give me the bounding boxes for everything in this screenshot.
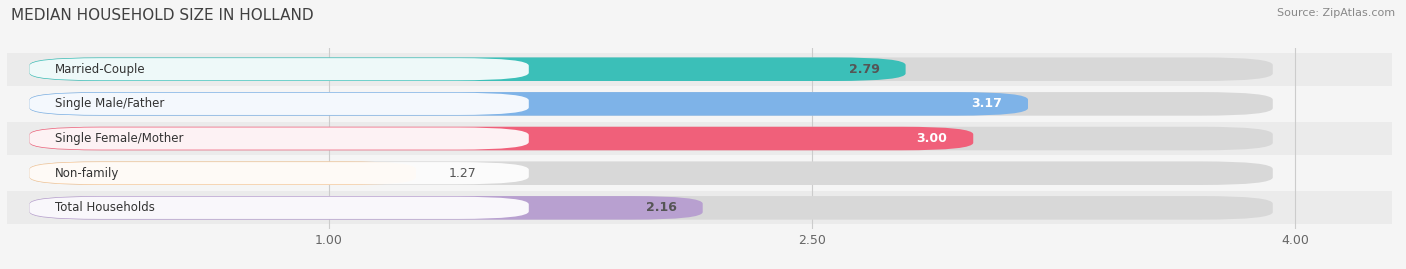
FancyBboxPatch shape: [30, 93, 529, 115]
Text: Single Female/Mother: Single Female/Mother: [55, 132, 184, 145]
FancyBboxPatch shape: [30, 196, 1272, 220]
FancyBboxPatch shape: [7, 87, 1392, 121]
FancyBboxPatch shape: [30, 161, 416, 185]
FancyBboxPatch shape: [30, 196, 703, 220]
FancyBboxPatch shape: [7, 191, 1392, 225]
Text: Source: ZipAtlas.com: Source: ZipAtlas.com: [1277, 8, 1395, 18]
Text: Total Households: Total Households: [55, 201, 155, 214]
Text: 2.79: 2.79: [849, 63, 880, 76]
FancyBboxPatch shape: [30, 128, 529, 150]
FancyBboxPatch shape: [30, 161, 1272, 185]
FancyBboxPatch shape: [7, 122, 1392, 155]
Text: MEDIAN HOUSEHOLD SIZE IN HOLLAND: MEDIAN HOUSEHOLD SIZE IN HOLLAND: [11, 8, 314, 23]
FancyBboxPatch shape: [30, 58, 529, 80]
Text: 3.17: 3.17: [972, 97, 1002, 110]
FancyBboxPatch shape: [30, 127, 973, 150]
Text: 3.00: 3.00: [917, 132, 948, 145]
Text: 2.16: 2.16: [647, 201, 676, 214]
FancyBboxPatch shape: [30, 162, 529, 184]
FancyBboxPatch shape: [30, 197, 529, 219]
FancyBboxPatch shape: [7, 157, 1392, 190]
FancyBboxPatch shape: [30, 92, 1272, 116]
FancyBboxPatch shape: [30, 57, 1272, 81]
FancyBboxPatch shape: [30, 92, 1028, 116]
Text: Single Male/Father: Single Male/Father: [55, 97, 165, 110]
Text: 1.27: 1.27: [449, 167, 477, 180]
FancyBboxPatch shape: [7, 52, 1392, 86]
Text: Non-family: Non-family: [55, 167, 120, 180]
FancyBboxPatch shape: [30, 57, 905, 81]
Text: Married-Couple: Married-Couple: [55, 63, 146, 76]
FancyBboxPatch shape: [30, 127, 1272, 150]
